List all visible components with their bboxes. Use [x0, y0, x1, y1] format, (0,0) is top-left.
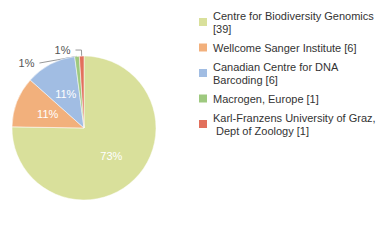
svg-text:Canadian Centre for DNA: Canadian Centre for DNA [213, 61, 341, 73]
svg-text:[39]: [39] [213, 23, 231, 35]
svg-text:Barcoding [6]: Barcoding [6] [213, 74, 278, 86]
svg-text:11%: 11% [55, 88, 76, 100]
svg-text:Karl-Franzens University of Gr: Karl-Franzens University of Graz, [213, 112, 376, 124]
svg-text:Dept of Zoology [1]: Dept of Zoology [1] [213, 125, 309, 137]
svg-text:Centre for Biodiversity Genomi: Centre for Biodiversity Genomics [213, 10, 377, 22]
svg-text:73%: 73% [100, 150, 122, 162]
svg-text:Wellcome Sanger Institute [6]: Wellcome Sanger Institute [6] [213, 42, 356, 54]
svg-text:1%: 1% [19, 57, 35, 69]
svg-text:Macrogen, Europe [1]: Macrogen, Europe [1] [213, 93, 319, 105]
svg-text:11%: 11% [37, 108, 58, 120]
svg-text:1%: 1% [55, 44, 71, 56]
